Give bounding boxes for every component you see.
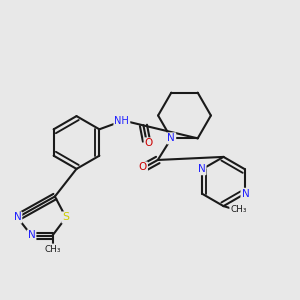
Text: N: N [28, 230, 35, 241]
Text: CH₃: CH₃ [44, 244, 61, 253]
Text: CH₃: CH₃ [230, 205, 247, 214]
Text: O: O [145, 138, 153, 148]
Text: N: N [242, 189, 249, 199]
Text: N: N [198, 164, 206, 174]
Text: N: N [14, 212, 21, 223]
Text: N: N [167, 134, 175, 143]
Text: O: O [139, 163, 147, 172]
Text: S: S [62, 212, 70, 223]
Text: NH: NH [114, 116, 129, 126]
